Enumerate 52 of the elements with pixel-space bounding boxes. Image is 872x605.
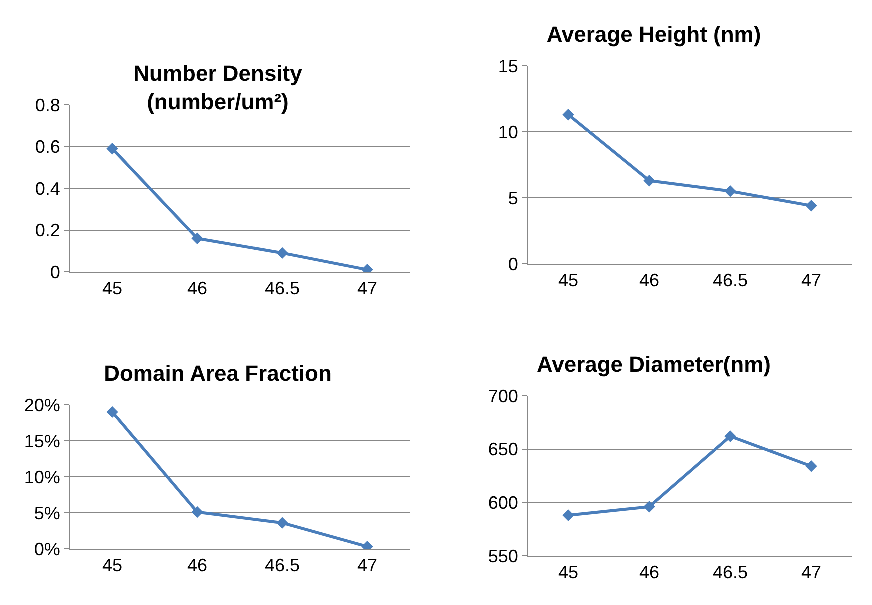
y-tick-label: 15 <box>498 56 518 76</box>
y-tick-label: 5% <box>34 503 60 524</box>
y-tick-label: 15% <box>24 431 60 452</box>
x-tick-label: 46.5 <box>712 270 748 291</box>
y-tick-label: 0 <box>50 262 60 282</box>
point <box>562 108 574 121</box>
point <box>106 406 118 418</box>
x-tick-label: 46 <box>187 556 208 576</box>
x-tick-label: 45 <box>558 270 579 291</box>
chart-title: Average Height (nm) <box>546 22 762 47</box>
x-tick-label: 46.5 <box>712 562 748 583</box>
x-tick-label: 47 <box>357 278 378 299</box>
point <box>806 460 818 472</box>
y-tick-label: 0.6 <box>35 137 60 158</box>
x-tick-label: 45 <box>102 556 123 576</box>
y-tick-label: 10% <box>24 467 60 488</box>
x-tick-label: 46.5 <box>264 556 300 576</box>
point <box>806 200 818 212</box>
y-tick-label: 20% <box>24 395 60 416</box>
point <box>644 174 656 187</box>
x-tick-label: 46 <box>187 278 208 299</box>
y-tick-label: 0.8 <box>35 95 60 116</box>
point <box>724 430 736 442</box>
x-tick-label: 46 <box>639 562 660 583</box>
point <box>276 247 288 260</box>
point <box>724 186 736 198</box>
x-tick-label: 47 <box>801 270 822 291</box>
x-tick-label: 47 <box>357 556 378 576</box>
point <box>644 501 656 513</box>
y-tick-label: 0.2 <box>35 220 60 241</box>
y-tick-label: 650 <box>488 440 518 460</box>
point <box>106 142 118 155</box>
x-tick-label: 46.5 <box>264 278 300 299</box>
point <box>192 506 204 518</box>
x-tick-label: 45 <box>102 278 123 299</box>
point <box>562 510 574 522</box>
y-tick-label: 10 <box>498 122 518 142</box>
chart-title: Average Diameter(nm) <box>537 352 771 377</box>
y-tick-label: 600 <box>488 492 518 513</box>
chart-title: Number Density (number/um²) <box>134 61 304 115</box>
x-tick-label: 46 <box>639 270 660 291</box>
y-tick-label: 0.4 <box>35 178 60 199</box>
x-tick-label: 45 <box>558 562 579 583</box>
point <box>276 517 288 529</box>
x-tick-label: 47 <box>801 562 822 583</box>
point <box>192 232 204 244</box>
y-tick-label: 700 <box>488 386 518 406</box>
y-tick-label: 0% <box>34 539 60 560</box>
chart-title: Domain Area Fraction <box>104 361 332 386</box>
y-tick-label: 0 <box>508 254 518 274</box>
y-tick-label: 5 <box>508 188 518 208</box>
y-tick-label: 550 <box>488 546 518 566</box>
